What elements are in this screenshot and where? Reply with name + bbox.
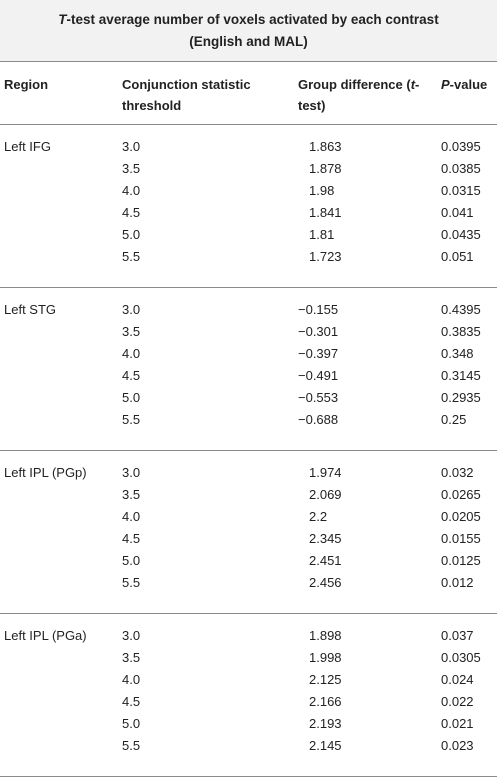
p-value-cell: 0.022 [441, 694, 474, 709]
table-body: Left IFG 3.0 1.863 0.0395 3.5 1.878 0.0385 4.0 1… [0, 125, 497, 777]
text-part: -test average number of voxels activated… [66, 12, 439, 49]
p-value-cell: 0.4395 [441, 302, 481, 317]
threshold-cell: 4.0 [122, 509, 141, 524]
p-value-cell: 0.032 [441, 465, 474, 480]
threshold-cell: 4.0 [122, 672, 141, 687]
p-value-cell: 0.024 [441, 672, 474, 687]
threshold-cell: 3.5 [122, 487, 141, 502]
header-cell: P-value [441, 74, 496, 95]
difference-cell: 2.345 [309, 531, 342, 546]
p-value-cell: 0.0305 [441, 650, 481, 665]
threshold-cell: 5.0 [122, 553, 141, 568]
table-header: Region Conjunction statistic threshold Gro… [0, 62, 497, 125]
p-value-cell: 0.041 [441, 205, 474, 220]
p-value-cell: 0.012 [441, 575, 474, 590]
difference-cell: 1.98 [309, 183, 335, 198]
threshold-cell: 5.0 [122, 390, 141, 405]
difference-cell: −0.301 [298, 324, 339, 339]
threshold-cell: 4.5 [122, 205, 141, 220]
difference-cell: 2.125 [309, 672, 342, 687]
difference-cell: 2.069 [309, 487, 342, 502]
header-cell: Conjunction statistic threshold [122, 74, 292, 116]
difference-cell: 2.145 [309, 738, 342, 753]
header-cell: Group difference (t-test) [298, 74, 438, 116]
threshold-cell: 4.5 [122, 694, 141, 709]
p-value-cell: 0.023 [441, 738, 474, 753]
difference-cell: 1.81 [309, 227, 335, 242]
threshold-cell: 4.5 [122, 368, 141, 383]
p-value-cell: 0.0385 [441, 161, 481, 176]
difference-cell: 1.898 [309, 628, 342, 643]
difference-cell: 1.723 [309, 249, 342, 264]
text-part: Group difference ( [298, 77, 411, 92]
threshold-cell: 3.0 [122, 465, 141, 480]
text-part: -value [449, 77, 488, 92]
difference-cell: 2.193 [309, 716, 342, 731]
threshold-cell: 4.5 [122, 531, 141, 546]
difference-cell: 2.451 [309, 553, 342, 568]
threshold-cell: 5.5 [122, 575, 141, 590]
difference-cell: 2.2 [309, 509, 328, 524]
p-value-cell: 0.037 [441, 628, 474, 643]
threshold-cell: 3.0 [122, 139, 141, 154]
p-value-cell: 0.2935 [441, 390, 481, 405]
text-part: t [410, 77, 416, 92]
difference-cell: 1.863 [309, 139, 342, 154]
threshold-cell: 5.5 [122, 412, 141, 427]
table-title: T-test average number of voxels activate… [0, 0, 497, 62]
text-part: Conjunction statistic threshold [122, 77, 251, 113]
threshold-cell: 4.0 [122, 346, 141, 361]
p-value-cell: 0.0265 [441, 487, 481, 502]
region-cell: Left IFG [4, 139, 51, 154]
region-cell: Left IPL (PGp) [4, 465, 87, 480]
row-group: Left STG 3.0 −0.155 0.4395 3.5 −0.301 0.3835 4.… [0, 288, 497, 451]
p-value-cell: 0.0315 [441, 183, 481, 198]
difference-cell: −0.155 [298, 302, 339, 317]
threshold-cell: 5.0 [122, 716, 141, 731]
difference-cell: 1.841 [309, 205, 342, 220]
text-part: P [441, 77, 450, 92]
p-value-cell: 0.021 [441, 716, 474, 731]
threshold-cell: 3.0 [122, 302, 141, 317]
text-part: Region [4, 77, 49, 92]
text-part: T [58, 12, 67, 27]
threshold-cell: 3.5 [122, 650, 141, 665]
threshold-cell: 4.0 [122, 183, 141, 198]
difference-cell: −0.491 [298, 368, 339, 383]
threshold-cell: 3.5 [122, 161, 141, 176]
p-value-cell: 0.348 [441, 346, 474, 361]
row-group: Left IPL (PGp) 3.0 1.974 0.032 3.5 2.069 0.026… [0, 451, 497, 614]
difference-cell: 2.166 [309, 694, 342, 709]
threshold-cell: 3.0 [122, 628, 141, 643]
difference-cell: 1.974 [309, 465, 342, 480]
p-value-cell: 0.0435 [441, 227, 481, 242]
threshold-cell: 5.5 [122, 249, 141, 264]
threshold-cell: 5.0 [122, 227, 141, 242]
p-value-cell: 0.051 [441, 249, 474, 264]
difference-cell: −0.397 [298, 346, 339, 361]
threshold-cell: 5.5 [122, 738, 141, 753]
difference-cell: 1.878 [309, 161, 342, 176]
p-value-cell: 0.0395 [441, 139, 481, 154]
threshold-cell: 3.5 [122, 324, 141, 339]
region-cell: Left IPL (PGa) [4, 628, 87, 643]
p-value-cell: 0.3145 [441, 368, 481, 383]
p-value-cell: 0.0205 [441, 509, 481, 524]
difference-cell: 1.998 [309, 650, 342, 665]
header-cell: Region [4, 74, 114, 95]
row-group: Left IPL (PGa) 3.0 1.898 0.037 3.5 1.998 0.030… [0, 614, 497, 777]
row-group: Left IFG 3.0 1.863 0.0395 3.5 1.878 0.0385 4.0 1… [0, 125, 497, 288]
difference-cell: −0.553 [298, 390, 339, 405]
region-cell: Left STG [4, 302, 57, 317]
p-value-cell: 0.0155 [441, 531, 481, 546]
text-part: -test) [298, 77, 420, 113]
p-value-cell: 0.3835 [441, 324, 481, 339]
difference-cell: −0.688 [298, 412, 339, 427]
p-value-cell: 0.0125 [441, 553, 481, 568]
difference-cell: 2.456 [309, 575, 342, 590]
p-value-cell: 0.25 [441, 412, 467, 427]
